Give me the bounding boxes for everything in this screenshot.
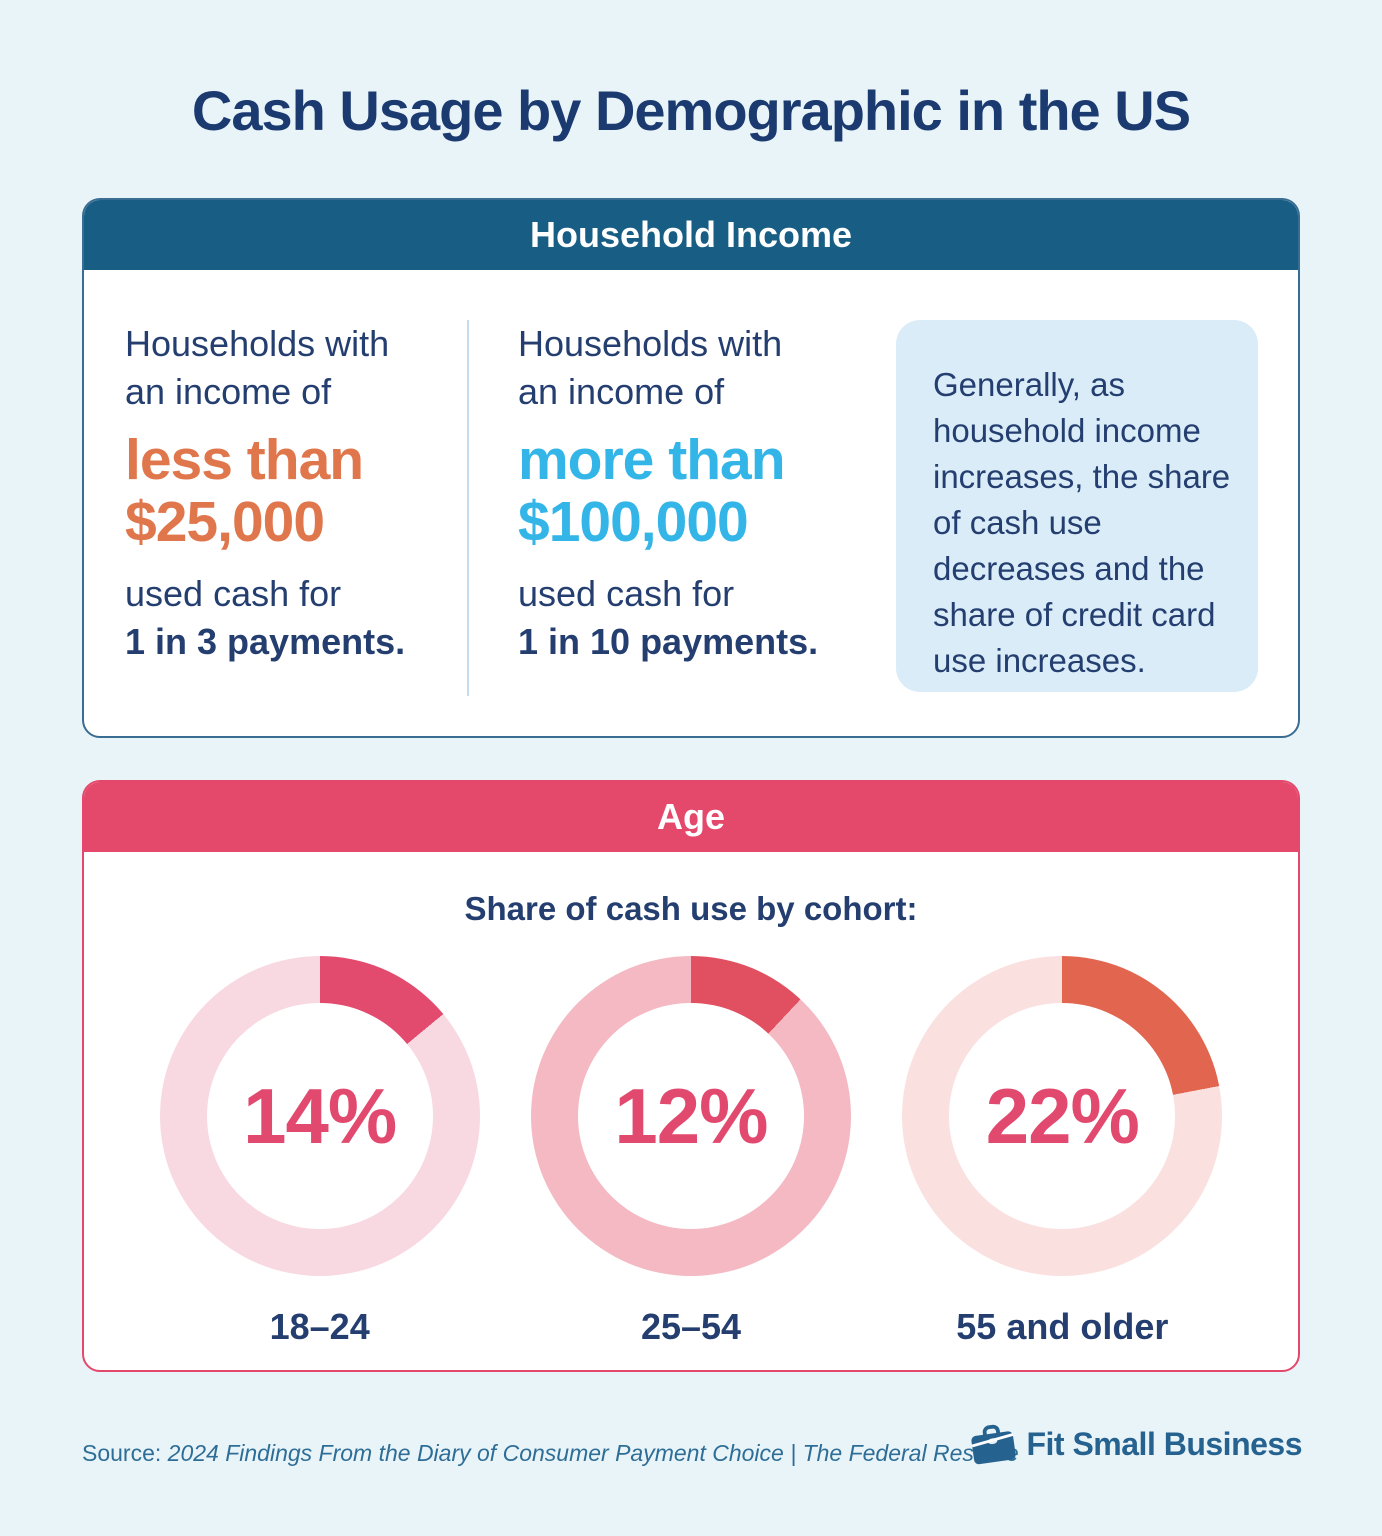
income-stat-under-25k: Households with an income of less than $… [125,320,467,696]
stat-intro-line: Households with [125,323,390,364]
source-attribution: Source: 2024 Findings From the Diary of … [82,1440,1019,1467]
highlight-line: $25,000 [125,490,325,554]
donut-chart-55-older: 22% [902,956,1223,1276]
highlight-line: $100,000 [518,490,749,554]
age-header: Age [84,782,1298,852]
income-note-text: Generally, as household income increases… [933,366,1231,679]
logo-text: Fit Small Business [1026,1425,1302,1462]
age-card: Age Share of cash use by cohort: 14% 18–… [82,780,1300,1372]
cohort-label-18-24: 18–24 [269,1306,370,1347]
donut-chart-25-54: 12% [530,956,851,1276]
stat-tail-line: used cash for [518,573,735,614]
briefcase-icon [970,1424,1017,1465]
age-header-label: Age [656,796,725,837]
household-income-body: Households with an income of less than $… [84,270,1298,696]
stat-highlight-more-than-100000: more than $100,000 [518,429,862,553]
stat-intro-line: an income of [518,371,725,412]
donut-hole [577,1003,804,1229]
column-divider [467,320,469,696]
page-title: Cash Usage by Demographic in the US [191,79,1191,142]
source-prefix: Source: [82,1440,168,1466]
stat-tail-bold: 1 in 3 payments. [125,621,406,662]
highlight-line: less than [125,428,364,492]
stat-tail-line: used cash for [125,573,342,614]
household-income-header-label: Household Income [529,214,853,255]
donut-hole [206,1003,433,1229]
source-citation: 2024 Findings From the Diary of Consumer… [167,1440,1019,1466]
income-stat-over-100k: Households with an income of more than $… [518,320,862,696]
income-note-box: Generally, as household income increases… [896,320,1258,692]
household-income-card: Household Income Households with an inco… [82,198,1300,738]
age-subtitle: Share of cash use by cohort: [464,890,918,927]
donut-chart-18-24: 14% [159,956,480,1276]
stat-intro-line: an income of [125,371,332,412]
donut-cell-55-older: 22% 55 and older [877,956,1248,1348]
household-income-header: Household Income [84,200,1298,270]
donut-value-25-54: 12% [614,1071,768,1160]
donut-chart-row: 14% 18–24 12% 25–54 22% 55 and older [84,956,1298,1348]
donut-value-55-older: 22% [985,1071,1140,1160]
highlight-line: more than [518,428,786,492]
cohort-label-55-older: 55 and older [956,1306,1169,1347]
stat-tail-bold: 1 in 10 payments. [518,621,819,662]
donut-value-18-24: 14% [243,1071,397,1160]
stat-intro-line: Households with [518,323,783,364]
donut-hole [949,1003,1176,1229]
donut-cell-18-24: 14% 18–24 [134,956,505,1348]
stat-highlight-less-than-25000: less than $25,000 [125,429,467,553]
fit-small-business-logo: Fit Small Business [970,1424,1302,1465]
donut-cell-25-54: 12% 25–54 [505,956,876,1348]
cohort-label-25-54: 25–54 [640,1306,742,1347]
